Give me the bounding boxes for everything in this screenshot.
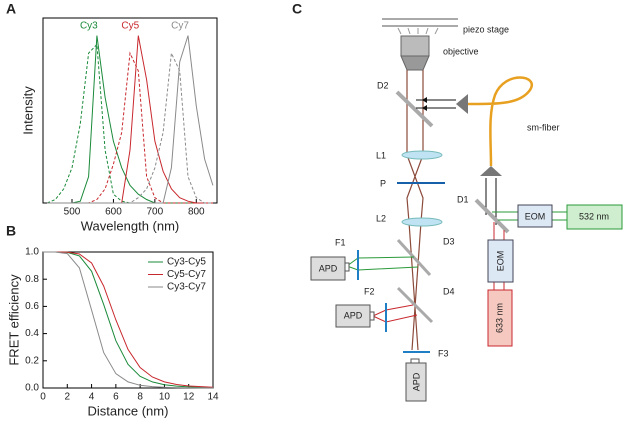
mirror <box>396 286 434 324</box>
x-axis-label: Distance (nm) <box>88 403 169 418</box>
stage-arrows <box>397 27 439 35</box>
setup-diagram: piezo stage objective D2 sm-fiber L1 P L… <box>310 18 623 402</box>
apd <box>405 362 427 402</box>
y-tick-label: 0.4 <box>25 328 39 339</box>
y-tick-label: 0.8 <box>25 274 39 285</box>
x-tick-label: 6 <box>113 392 119 403</box>
legend-label: Cy3-Cy5 <box>167 257 206 268</box>
label: APD <box>344 310 363 320</box>
label: D1 <box>457 194 469 204</box>
beam <box>372 304 418 323</box>
series-line <box>43 251 214 388</box>
label: D3 <box>443 236 455 246</box>
lens <box>401 150 443 160</box>
eom <box>487 239 514 283</box>
x-tick-label: 8 <box>137 392 143 403</box>
label: F1 <box>335 237 346 247</box>
apd <box>410 358 420 364</box>
label: sm-fiber <box>527 122 560 132</box>
series-line <box>43 251 214 389</box>
objective <box>400 55 430 71</box>
legend-label: Cy5-Cy7 <box>167 269 206 280</box>
emission-line <box>47 35 214 204</box>
label: L2 <box>376 213 386 223</box>
dye-label: Cy3 <box>80 21 98 32</box>
collimator <box>456 94 468 114</box>
mirror <box>474 198 510 234</box>
beam <box>416 99 456 109</box>
axes-frame <box>42 251 214 389</box>
label: APD <box>319 263 338 273</box>
eom <box>517 204 553 228</box>
label: objective <box>443 46 479 56</box>
y-axis-label: Intensity <box>20 86 35 135</box>
x-axis-label: Wavelength (nm) <box>81 218 180 233</box>
label: F3 <box>438 348 449 358</box>
x-tick-label: 12 <box>183 392 195 403</box>
label: 633 nm <box>494 303 504 333</box>
beam <box>406 70 424 351</box>
beam <box>492 211 567 221</box>
y-axis-label: FRET efficiency <box>6 274 21 366</box>
excitation-line <box>46 43 213 204</box>
arrow <box>422 97 427 111</box>
label: L1 <box>376 150 386 160</box>
label: EOM <box>525 211 546 221</box>
fiber <box>467 76 533 167</box>
x-tick-label: 14 <box>207 392 219 403</box>
excitation-line <box>47 51 213 204</box>
x-tick-label: 600 <box>105 207 122 218</box>
label: D4 <box>443 286 455 296</box>
x-tick-label: 4 <box>89 392 95 403</box>
label: APD <box>411 372 421 391</box>
y-tick-label: 1.0 <box>25 247 39 258</box>
label: 532 nm <box>579 211 609 221</box>
series-line <box>43 251 213 389</box>
label: P <box>380 178 386 188</box>
x-tick-label: 2 <box>65 392 71 403</box>
beam <box>493 222 505 290</box>
legend-label: Cy3-Cy7 <box>167 282 206 293</box>
label: F2 <box>364 286 375 296</box>
x-tick-label: 0 <box>40 392 46 403</box>
y-tick-label: 0.0 <box>25 383 39 394</box>
apd <box>344 262 350 272</box>
x-tick-label: 500 <box>64 207 81 218</box>
apd <box>369 311 375 321</box>
laser <box>487 289 513 347</box>
y-tick-label: 0.2 <box>25 355 39 366</box>
x-tick-label: 10 <box>159 392 171 403</box>
label: piezo stage <box>463 24 509 34</box>
panel-label: C <box>292 1 302 17</box>
label: D2 <box>377 80 389 90</box>
y-tick-label: 0.6 <box>25 301 39 312</box>
objective <box>400 35 430 57</box>
x-tick-label: 700 <box>147 207 164 218</box>
dye-label: Cy7 <box>171 21 189 32</box>
panel-label: B <box>6 223 16 239</box>
lens <box>401 217 443 227</box>
laser <box>566 204 623 230</box>
label: EOM <box>495 251 505 272</box>
x-tick-label: 800 <box>188 207 205 218</box>
mirror <box>395 90 434 128</box>
panel-label: A <box>6 1 16 17</box>
dye-label: Cy5 <box>121 21 139 32</box>
excitation-line <box>47 51 213 204</box>
collimator <box>480 166 502 176</box>
